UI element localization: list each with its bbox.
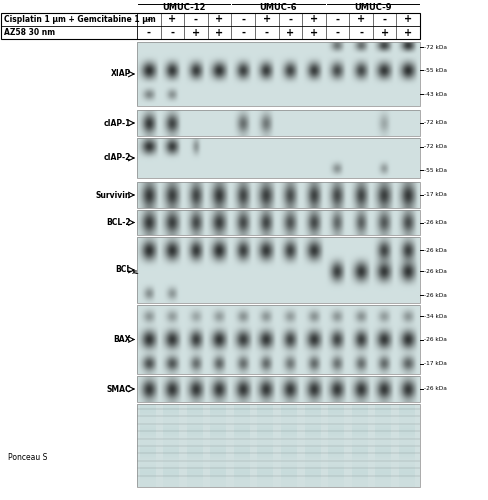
Text: -: - xyxy=(335,14,340,24)
Text: -34 kDa: -34 kDa xyxy=(424,314,447,318)
Text: -26 kDa: -26 kDa xyxy=(424,248,447,252)
Text: -17 kDa: -17 kDa xyxy=(424,192,447,198)
Text: -26 kDa: -26 kDa xyxy=(424,220,447,225)
Text: -55 kDa: -55 kDa xyxy=(424,168,447,172)
Text: -: - xyxy=(194,14,198,24)
Text: +: + xyxy=(216,28,224,38)
Text: Ponceau S: Ponceau S xyxy=(8,454,47,462)
Text: -26 kDa: -26 kDa xyxy=(424,269,447,274)
Text: -: - xyxy=(264,28,269,38)
Text: Cisplatin 1 μm + Gemcitabine 1 μm: Cisplatin 1 μm + Gemcitabine 1 μm xyxy=(4,15,156,24)
Text: -43 kDa: -43 kDa xyxy=(424,92,447,97)
Text: UMUC-12: UMUC-12 xyxy=(163,3,206,12)
Text: XL: XL xyxy=(131,270,139,275)
Bar xyxy=(137,182,420,208)
Text: BCL: BCL xyxy=(115,266,131,274)
Text: +: + xyxy=(263,14,271,24)
Bar xyxy=(137,237,420,303)
Text: +: + xyxy=(310,28,318,38)
Text: cIAP-2: cIAP-2 xyxy=(103,154,131,162)
Text: BAX: BAX xyxy=(114,335,131,344)
Text: +: + xyxy=(168,14,177,24)
Text: +: + xyxy=(286,28,294,38)
Text: -: - xyxy=(170,28,174,38)
Bar xyxy=(137,110,420,136)
Text: +: + xyxy=(381,28,388,38)
Text: BCL-2: BCL-2 xyxy=(106,218,131,227)
Bar xyxy=(1,13,420,39)
Text: -72 kDa: -72 kDa xyxy=(424,144,447,150)
Text: -17 kDa: -17 kDa xyxy=(424,361,447,366)
Text: -55 kDa: -55 kDa xyxy=(424,68,447,72)
Text: XIAP: XIAP xyxy=(111,70,131,78)
Text: +: + xyxy=(357,14,365,24)
Text: -72 kDa: -72 kDa xyxy=(424,44,447,50)
Text: -: - xyxy=(241,14,245,24)
Text: SMAC: SMAC xyxy=(106,384,131,394)
Text: cIAP-1: cIAP-1 xyxy=(103,118,131,128)
Text: AZ58 30 nm: AZ58 30 nm xyxy=(4,28,55,37)
Bar xyxy=(137,305,420,374)
Bar xyxy=(137,42,420,106)
Bar xyxy=(137,376,420,402)
Text: +: + xyxy=(216,14,224,24)
Text: -: - xyxy=(147,28,151,38)
Text: -: - xyxy=(335,28,340,38)
Text: +: + xyxy=(192,28,200,38)
Bar xyxy=(137,404,420,487)
Text: -72 kDa: -72 kDa xyxy=(424,120,447,126)
Text: UMUC-9: UMUC-9 xyxy=(354,3,391,12)
Text: -: - xyxy=(288,14,292,24)
Text: +: + xyxy=(404,14,412,24)
Text: -26 kDa: -26 kDa xyxy=(424,292,447,298)
Text: -: - xyxy=(147,14,151,24)
Bar xyxy=(137,138,420,178)
Text: Survivin: Survivin xyxy=(96,190,131,200)
Text: UMUC-6: UMUC-6 xyxy=(260,3,297,12)
Text: -26 kDa: -26 kDa xyxy=(424,386,447,392)
Text: -: - xyxy=(241,28,245,38)
Bar xyxy=(137,210,420,235)
Text: +: + xyxy=(310,14,318,24)
Text: -26 kDa: -26 kDa xyxy=(424,337,447,342)
Text: +: + xyxy=(404,28,412,38)
Text: -: - xyxy=(359,28,363,38)
Text: -: - xyxy=(383,14,386,24)
